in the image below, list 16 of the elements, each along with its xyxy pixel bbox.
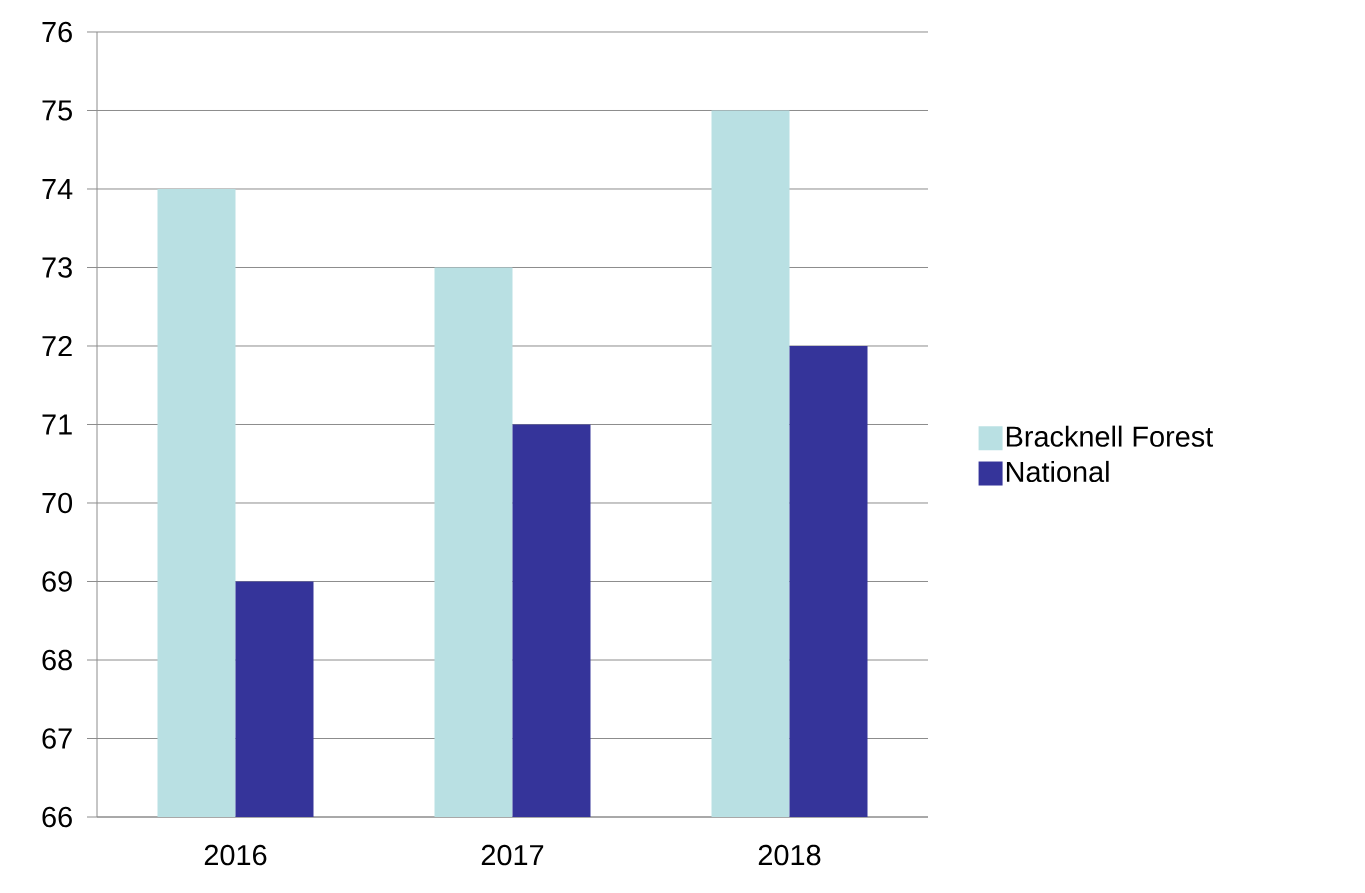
legend-label: Bracknell Forest [1006, 425, 1214, 447]
y-tick-label: 72 [42, 335, 72, 357]
x-tick-label: 2016 [204, 844, 267, 866]
y-tick-label: 68 [42, 649, 72, 671]
y-tick-label: 69 [42, 571, 72, 592]
y-tick-label: 74 [42, 179, 73, 199]
y-tick-label: 66 [42, 806, 72, 828]
y-tick-label: 70 [42, 492, 73, 514]
y-tick-label: 71 [42, 414, 72, 435]
y-tick-label: 73 [42, 257, 72, 278]
y-tick-label: 67 [42, 728, 72, 749]
legend-label: National [1006, 460, 1109, 483]
y-tick-label: 76 [42, 21, 72, 43]
x-tick-label: 2018 [758, 844, 821, 866]
y-tick-label: 75 [42, 100, 72, 121]
x-tick-label: 2017 [481, 844, 544, 866]
